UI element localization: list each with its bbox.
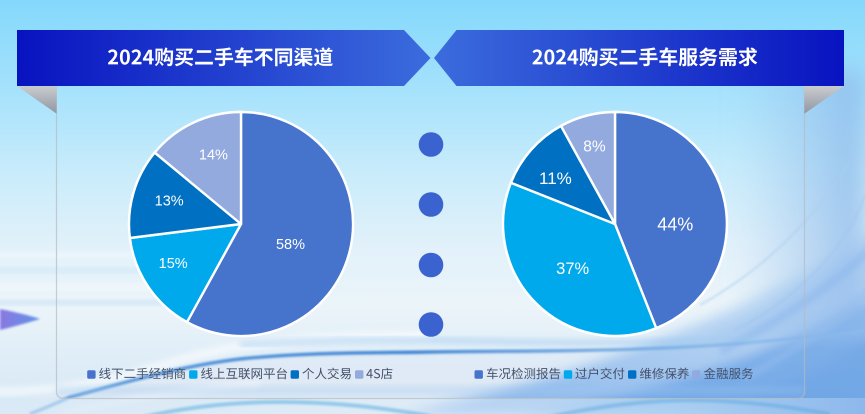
svg-text:44%: 44% <box>657 214 693 234</box>
svg-text:14%: 14% <box>199 148 228 164</box>
svg-text:11%: 11% <box>539 169 572 188</box>
svg-text:58%: 58% <box>276 237 305 253</box>
svg-text:8%: 8% <box>583 139 606 156</box>
svg-text:15%: 15% <box>159 256 188 272</box>
svg-text:37%: 37% <box>556 260 589 278</box>
svg-text:13%: 13% <box>155 194 184 210</box>
